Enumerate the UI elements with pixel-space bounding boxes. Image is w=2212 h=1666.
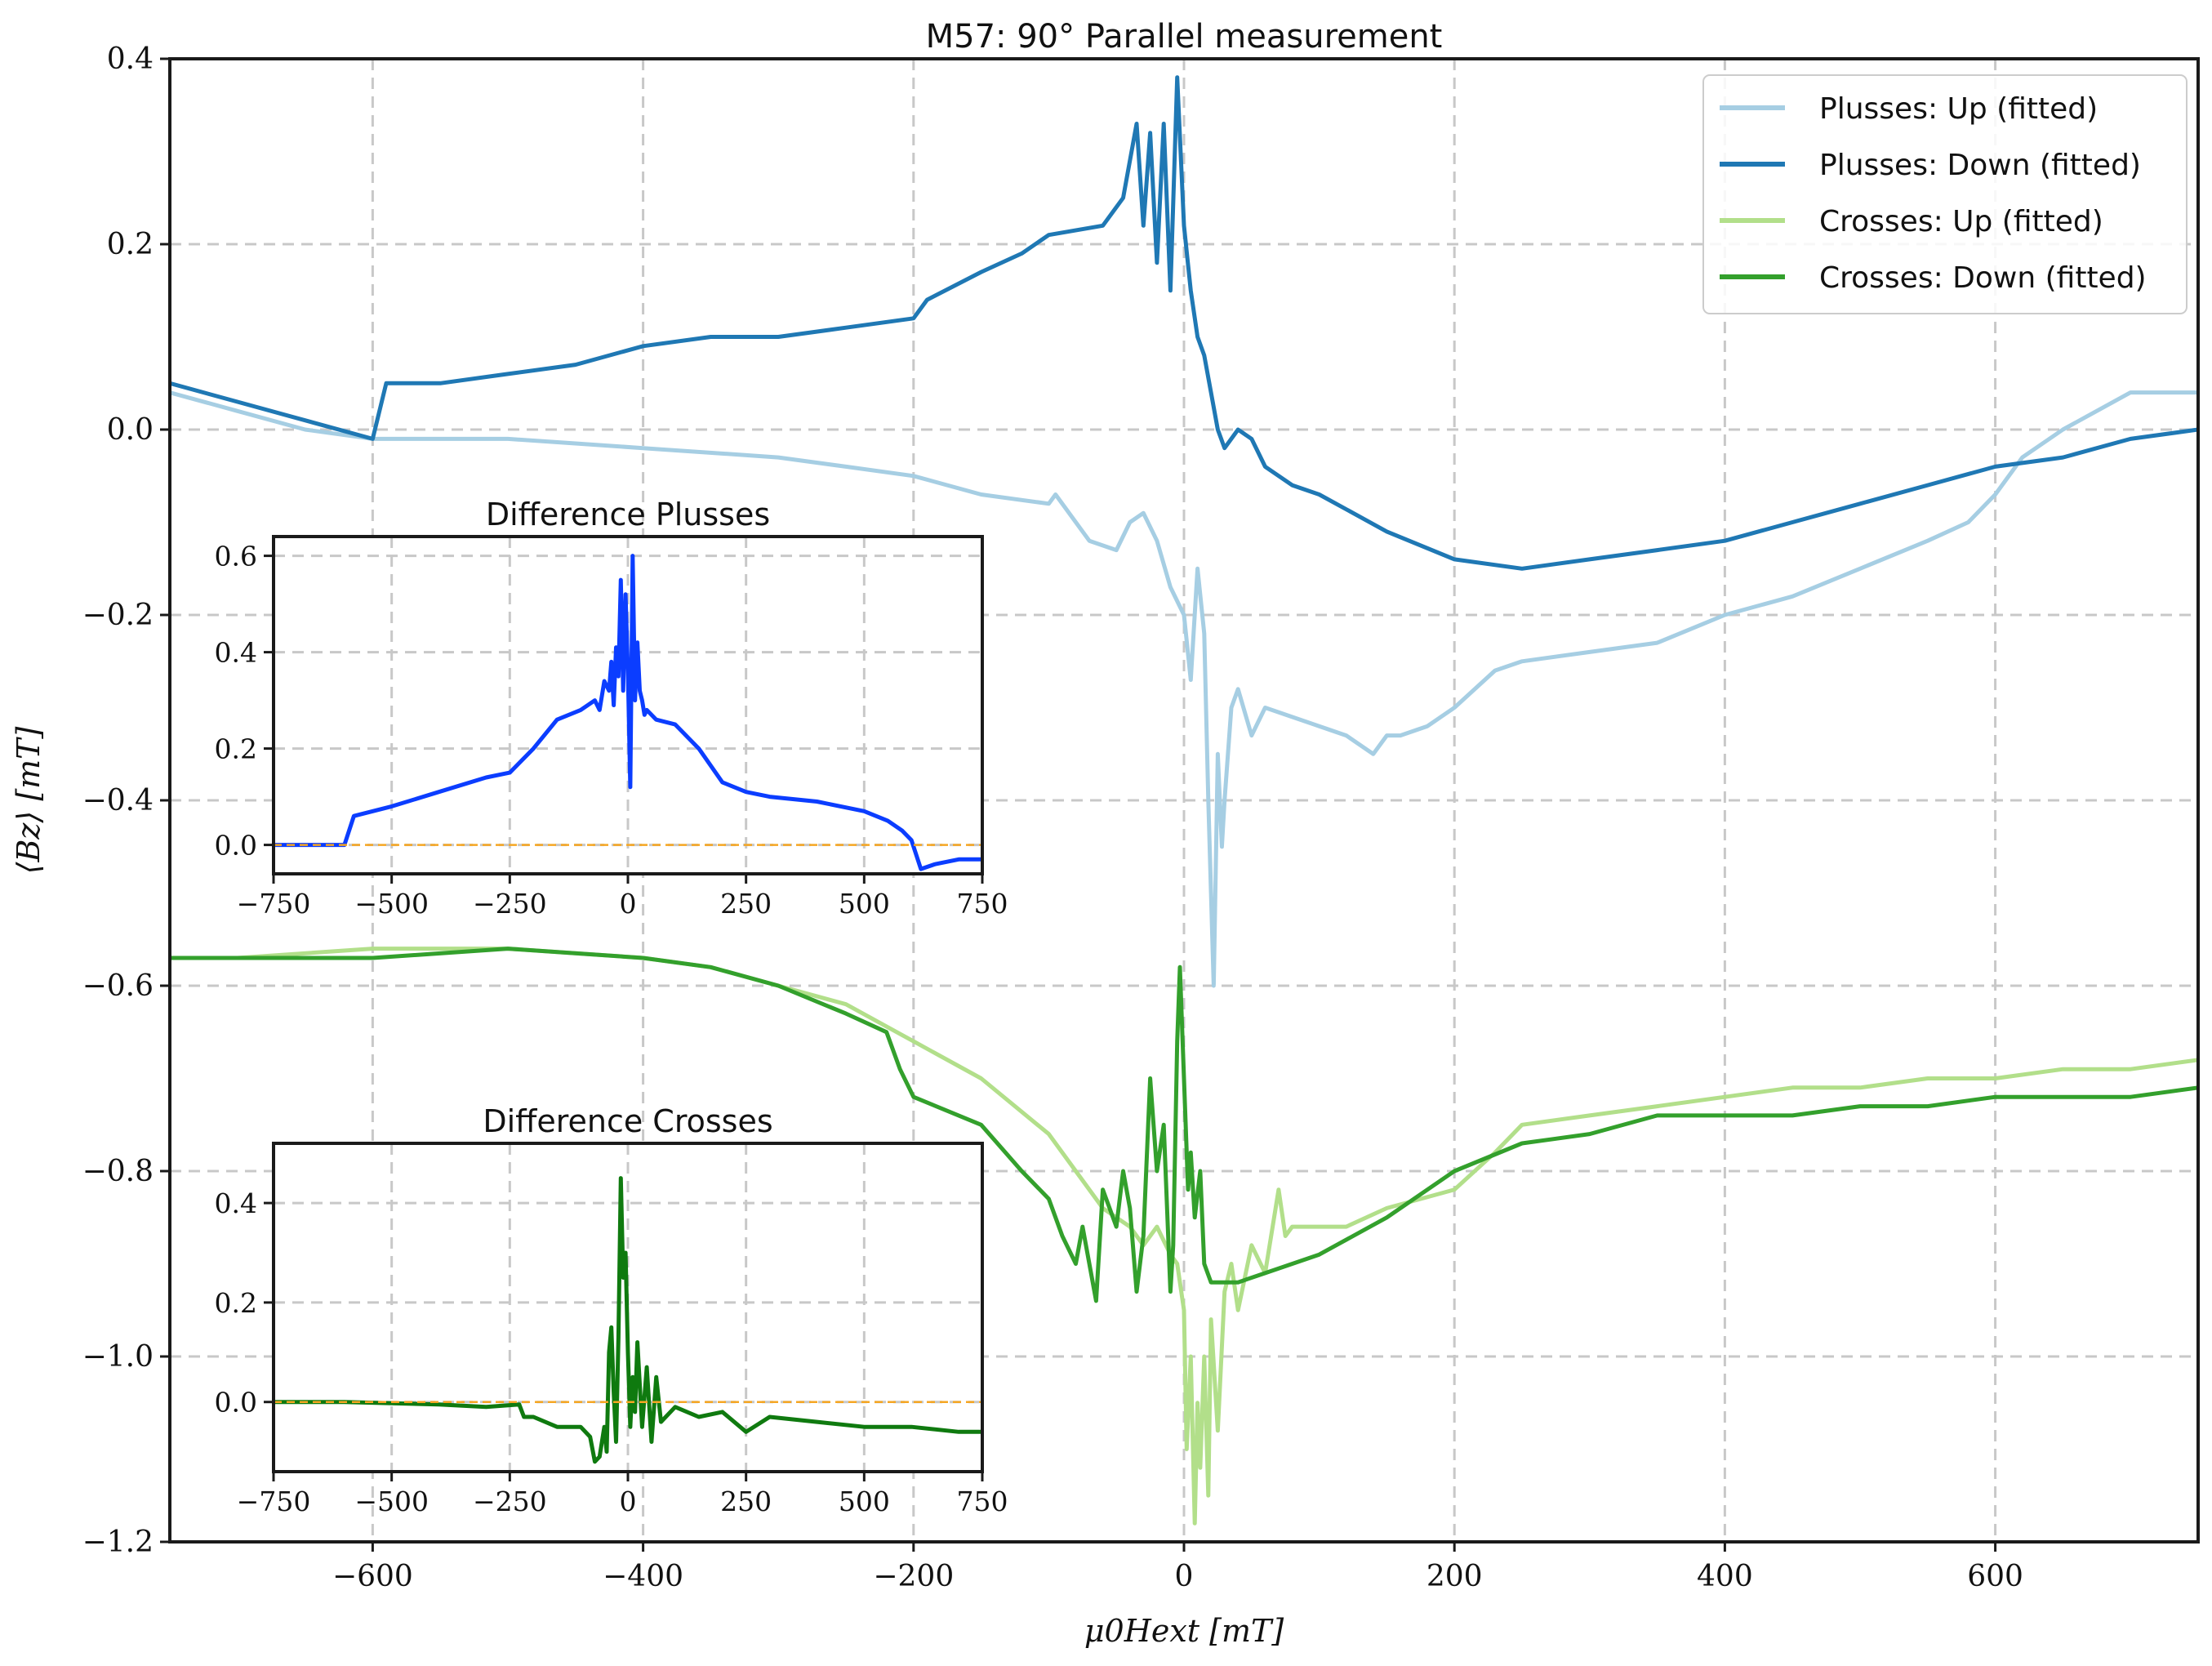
y-tick-label: 0.4	[215, 637, 257, 669]
x-tick-label: −750	[237, 1486, 311, 1517]
y-tick-label: −0.2	[82, 599, 154, 632]
y-tick-label: 0.6	[215, 541, 257, 572]
y-axis-label: ⟨Bz⟩ [mT]	[11, 726, 47, 874]
x-tick-label: −400	[603, 1560, 683, 1593]
legend-label: Crosses: Up (fitted)	[1819, 205, 2103, 238]
y-tick-label: 0.4	[215, 1187, 257, 1219]
y-tick-label: −0.8	[82, 1155, 154, 1188]
x-tick-label: 400	[1697, 1560, 1753, 1593]
series-line-3	[170, 947, 2198, 1303]
legend-label: Plusses: Up (fitted)	[1819, 92, 2098, 126]
series-line-0	[274, 554, 982, 871]
x-tick-label: 250	[720, 888, 772, 920]
x-tick-label: 500	[839, 888, 890, 920]
legend: Plusses: Up (fitted) Plusses: Down (fitte…	[1702, 74, 2188, 314]
x-tick-label: −750	[237, 888, 311, 920]
x-tick-label: 200	[1426, 1560, 1483, 1593]
x-tick-label: −600	[332, 1560, 413, 1593]
series-line-0	[274, 1176, 982, 1464]
legend-label: Plusses: Down (fitted)	[1819, 149, 2141, 182]
inset-difference-plusses: −750 −500 −250 0 250 500 750 0.6 0.4 0.2 0.0 Differ…	[215, 497, 1008, 920]
x-axis-label: μ0Hext [mT]	[1084, 1613, 1284, 1649]
inset-difference-crosses: −750 −500 −250 0 250 500 750 0.4 0.2 0.0 Differenc…	[215, 1103, 1008, 1517]
x-tick-label: −200	[873, 1560, 954, 1593]
chart-title: M57: 90° Parallel measurement	[926, 18, 1443, 56]
y-tick-label: −1.0	[82, 1340, 154, 1374]
legend-label: Crosses: Down (fitted)	[1819, 261, 2147, 295]
x-tick-label: 600	[1967, 1560, 2023, 1593]
x-tick-label: −250	[473, 1486, 547, 1517]
x-tick-label: 250	[720, 1486, 772, 1517]
chart-title: Difference Plusses	[486, 497, 770, 532]
x-tick-label: −500	[354, 1486, 429, 1517]
y-tick-label: 0.2	[215, 1287, 257, 1319]
x-tick-label: −500	[354, 888, 429, 920]
y-tick-label: 0.2	[107, 228, 154, 261]
x-tick-label: 750	[957, 888, 1008, 920]
x-tick-label: 0	[1175, 1560, 1194, 1593]
y-tick-label: −0.6	[82, 969, 154, 1003]
series-group	[170, 75, 2198, 1526]
x-tick-label: 500	[839, 1486, 890, 1517]
x-tick-label: −250	[473, 888, 547, 920]
series-group	[274, 554, 982, 871]
series-line-0	[170, 390, 2198, 988]
series-line-1	[170, 75, 2198, 571]
x-tick-label: 750	[957, 1486, 1008, 1517]
series-line-2	[170, 947, 2198, 1526]
y-tick-label: −0.4	[82, 784, 154, 817]
series-group	[274, 1176, 982, 1464]
y-tick-label: 0.0	[107, 413, 154, 447]
legend-box	[1702, 74, 2188, 314]
x-tick-label: 0	[620, 888, 637, 920]
y-tick-label: 0.0	[215, 830, 257, 862]
y-tick-label: 0.4	[107, 42, 154, 76]
y-tick-label: −1.2	[82, 1526, 154, 1559]
y-tick-label: 0.0	[215, 1387, 257, 1419]
y-tick-label: 0.2	[215, 733, 257, 765]
x-tick-label: 0	[620, 1486, 637, 1517]
chart-title: Difference Crosses	[483, 1103, 772, 1139]
